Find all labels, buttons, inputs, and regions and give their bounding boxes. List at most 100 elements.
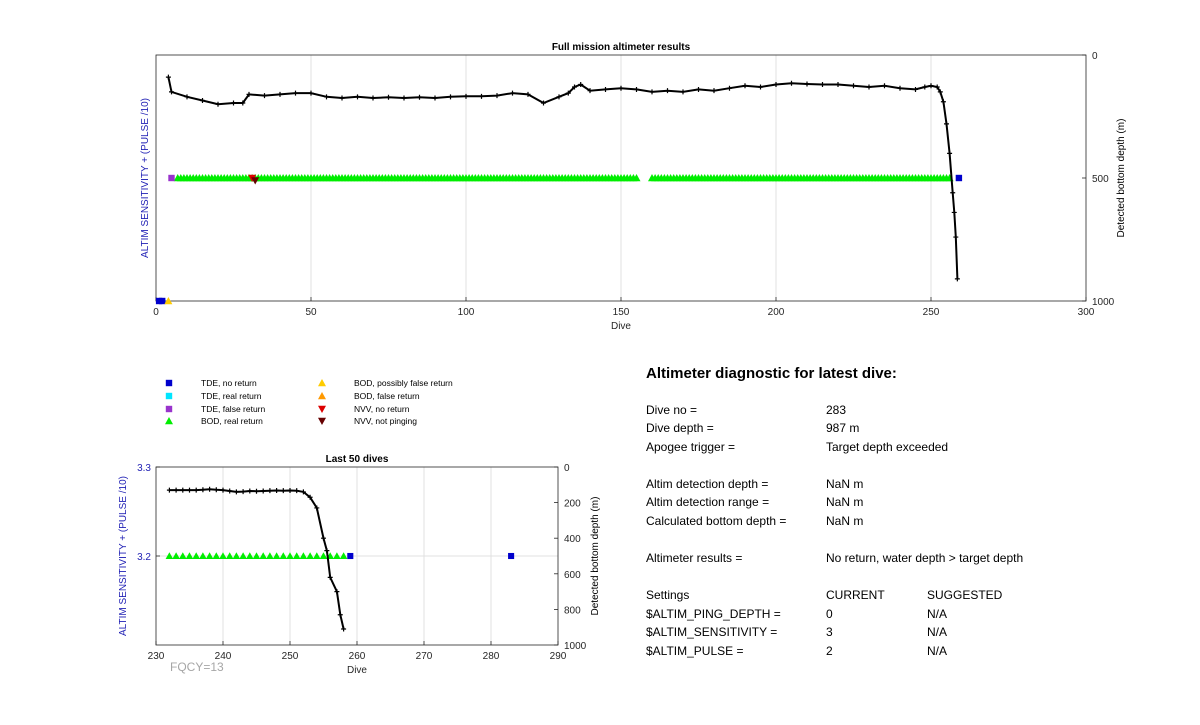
chart2-depth-point [334,589,340,595]
settings-current: 3 [826,625,833,639]
chart2-marker-bod-real-return [313,552,321,560]
settings-current: 2 [826,644,833,658]
legend-tde-real-return-label: TDE, real return [201,391,262,401]
settings-row-ping-depth: $ALTIM_PING_DEPTH = 0 N/A [646,607,1166,623]
chart2-x-tick-label: 270 [416,651,433,662]
chart2-depth-point [193,487,199,493]
chart2-depth-point [274,487,280,493]
chart1-depth-point [169,89,174,95]
settings-suggested: N/A [927,644,948,658]
chart2-x-axis-label: Dive [347,665,367,676]
chart1-depth-point [922,84,928,90]
settings-current: 0 [826,607,833,621]
chart2-marker-bod-real-return [179,552,187,560]
chart1-depth-point [572,84,577,90]
chart2-x-tick-label: 280 [483,651,500,662]
chart2-marker-bod-real-return [232,552,241,560]
chart1-depth-point [355,94,360,100]
chart1-depth-point [882,83,887,89]
chart1-depth-point [587,88,593,94]
chart1-depth-point [758,84,763,90]
chart1-depth-point [950,190,956,196]
chart1-depth-point [696,86,701,92]
chart1-depth-point [940,99,946,105]
chart1-depth-point [773,82,779,88]
chart1-marker-tde-false-return [168,174,175,182]
chart1-depth-point [184,94,190,100]
chart1-y-left-axis-label: ALTIM SENSITIVITY + (PULSE /10) [140,98,151,258]
chart1-depth-point [494,93,500,99]
chart2-y-left-axis-label: ALTIM SENSITIVITY + (PULSE /10) [118,476,129,636]
chart2-depth-point [173,487,179,493]
chart1-x-axis-label: Dive [611,321,631,332]
chart1-depth-point [851,83,856,89]
chart1-depth-point [386,94,391,100]
chart1-marker-bod-possibly-false-return [164,297,173,305]
chart1-marker-nvv-not-pinging [251,177,260,185]
legend-nvv-not-pinging-label: NVV, not pinging [354,416,417,426]
chart2-x-tick-label: 230 [148,651,165,662]
diagnostic-row-dive-no: Dive no = 283 [646,403,1166,419]
settings-header-current: CURRENT [826,588,885,602]
chart2-depth-point [247,488,253,494]
chart2-marker-bod-real-return [279,552,288,560]
chart1-depth-point [897,85,903,91]
chart1-depth-point [525,91,531,97]
chart2-marker-bod-real-return [192,552,200,560]
chart1-depth-point [618,85,624,91]
diagnostic-label: Calculated bottom depth = [646,514,787,528]
chart2-marker-bod-real-return [306,552,314,560]
chart2-title: Last 50 dives [326,454,389,465]
diagnostic-row-dive-depth: Dive depth = 987 m [646,421,1166,437]
diagnostic-value: NaN m [826,477,864,491]
chart1-y-right-tick-label: 1000 [1092,297,1115,308]
chart1-depth-point [324,94,329,100]
chart1-depth-point [293,90,298,96]
settings-label: $ALTIM_PULSE = [646,644,744,658]
chart1-depth-point [308,90,314,96]
chart1-depth-point [913,86,918,92]
chart2-depth-point [213,487,219,493]
chart1-y-right-tick-label: 500 [1092,174,1109,185]
chart1-depth-point [240,100,246,106]
chart2-depth-point [227,488,233,494]
chart2-depth-point [240,489,246,495]
chart1-depth-point [565,90,571,96]
chart1-depth-point [370,95,376,101]
legend-bod-real-return-label: BOD, real return [201,416,263,426]
chart1-depth-point [835,82,841,88]
chart2-depth-point [327,574,333,580]
diagnostic-label: Dive depth = [646,421,714,435]
chart1-depth-point [634,86,639,92]
chart1-depth-point [947,150,953,156]
chart1-depth-point [417,94,422,100]
chart1-depth-point [937,89,943,95]
chart2-x-tick-label: 240 [215,651,232,662]
chart2-marker-bod-real-return [333,552,341,560]
diagnostic-value: Target depth exceeded [826,440,949,454]
chart2-marker-bod-real-return [299,552,308,560]
chart2-marker-tde-no-return [508,552,515,560]
chart2-y-right-tick-label: 600 [564,570,581,581]
chart2-marker-bod-real-return [339,552,348,560]
legend-nvv-no-return-label: NVV, no return [354,404,410,414]
chart1-x-tick-label: 50 [305,307,317,318]
chart2-marker-bod-real-return [259,552,267,560]
chart1-marker-tde-no-return [955,174,963,182]
chart2-depth-point [321,535,326,541]
diagnostic-label: Apogee trigger = [646,440,736,454]
chart2-y-right-tick-label: 200 [564,499,581,510]
legend-tde-real-return-icon [165,392,173,400]
chart1-x-tick-label: 100 [458,307,475,318]
chart2-marker-bod-real-return [225,552,234,560]
chart1-marker-tde-no-return [159,297,166,305]
chart2-depth-point [180,487,186,493]
chart2-depth-point [280,488,286,494]
chart2-depth-point [307,494,313,500]
chart1-depth-point [448,94,453,100]
chart1-depth-point [934,84,940,90]
chart1-depth-point [820,82,825,88]
chart1-depth-point [789,80,794,86]
chart1-depth-point [277,91,283,97]
